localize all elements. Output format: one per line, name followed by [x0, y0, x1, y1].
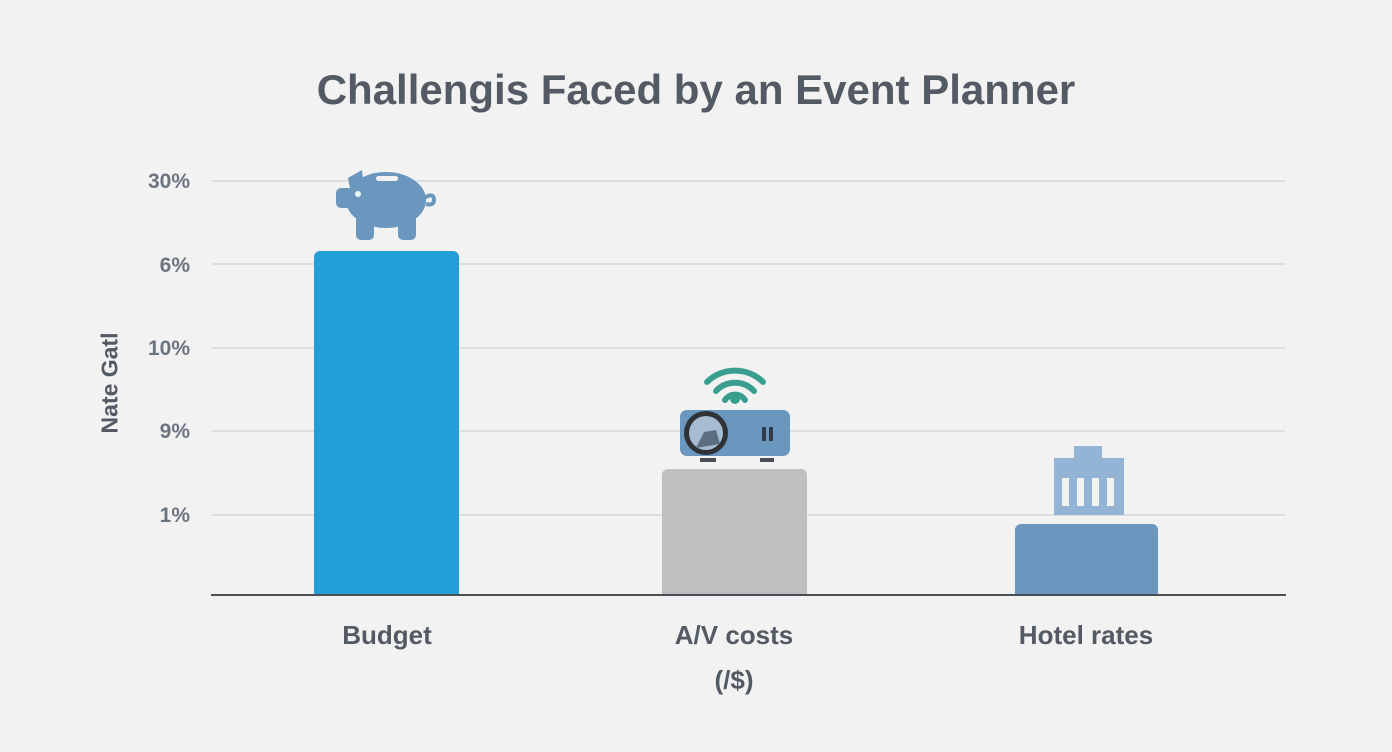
y-tick-label: 10%	[147, 337, 190, 360]
piggy-bank-icon	[336, 170, 437, 240]
x-axis-line	[211, 594, 1286, 596]
x-tick-label-av-costs-unit: (/$)	[714, 665, 754, 695]
y-tick-label: 1%	[159, 504, 190, 527]
gridline	[212, 263, 1285, 265]
bar-hotel-rates	[1015, 524, 1158, 595]
bar-budget	[314, 251, 459, 595]
y-tick-label: 6%	[159, 254, 190, 277]
y-tick-label: 9%	[159, 420, 190, 443]
gridline	[212, 347, 1285, 349]
x-tick-label-av-costs: A/V costs	[674, 620, 794, 650]
chart-title: Challengis Faced by an Event Planner	[316, 66, 1076, 113]
gridline	[212, 180, 1285, 182]
bar-av-costs	[662, 469, 807, 595]
x-tick-label-hotel-rates: Hotel rates	[1018, 620, 1154, 650]
x-tick-label-budget: Budget	[342, 620, 432, 650]
projector-wifi-icon	[680, 367, 790, 462]
building-icon	[1054, 446, 1124, 515]
y-tick-label: 30%	[147, 170, 190, 193]
